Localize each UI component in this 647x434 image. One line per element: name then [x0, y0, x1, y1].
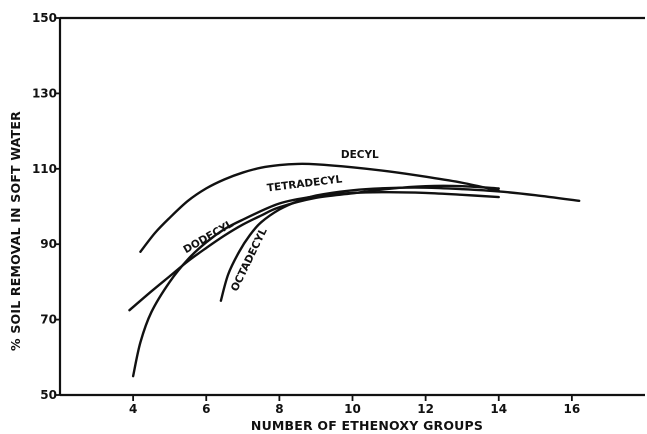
x-tick-label: 6 — [202, 402, 210, 416]
curve-label-tetradecyl: TETRADECYL — [266, 173, 343, 194]
series-line-tetradecyl — [131, 190, 500, 378]
x-tick-label: 16 — [564, 402, 581, 416]
y-axis-title: % SOIL REMOVAL IN SOFT WATER — [8, 111, 23, 351]
x-axis-title: NUMBER OF ETHENOXY GROUPS — [251, 418, 483, 433]
axes — [58, 16, 645, 397]
curve-label-dodecyl: DODECYL — [181, 218, 235, 256]
x-tick-label: 8 — [275, 402, 283, 416]
x-tick-label: 4 — [129, 402, 137, 416]
x-tick-label: 10 — [344, 402, 361, 416]
y-tick-label: 130 — [32, 86, 57, 100]
y-tick-label: 90 — [40, 237, 57, 251]
y-tick-label: 110 — [32, 162, 57, 176]
curve-label-decyl: DECYL — [341, 149, 379, 161]
series-line-decyl — [139, 162, 500, 253]
ticks: 50 70 90 110 130 150 4 6 8 10 12 14 16 — [32, 11, 580, 416]
series-line-octadecyl — [219, 186, 581, 302]
y-tick-label: 50 — [40, 388, 57, 402]
x-tick-label: 14 — [490, 402, 507, 416]
y-tick-label: 150 — [32, 11, 57, 25]
x-tick-label: 12 — [417, 402, 434, 416]
curves — [128, 162, 581, 378]
y-tick-label: 70 — [40, 313, 57, 327]
